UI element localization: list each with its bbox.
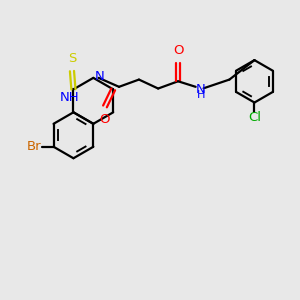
Text: Br: Br	[26, 140, 41, 153]
Text: S: S	[68, 52, 76, 64]
Text: H: H	[196, 90, 205, 100]
Text: NH: NH	[60, 91, 80, 104]
Text: N: N	[95, 70, 105, 83]
Text: O: O	[173, 44, 183, 57]
Text: Cl: Cl	[248, 111, 261, 124]
Text: N: N	[196, 83, 206, 96]
Text: O: O	[99, 113, 110, 126]
